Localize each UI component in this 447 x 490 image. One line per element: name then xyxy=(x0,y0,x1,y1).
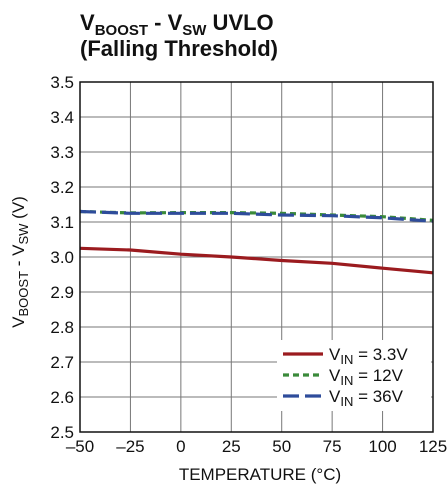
y-tick-label: 3.2 xyxy=(50,178,74,197)
chart-title-line1: VBOOST - VSW UVLO xyxy=(80,10,274,39)
legend-label-1: VIN = 3.3V xyxy=(329,345,408,367)
x-tick-label: 75 xyxy=(323,437,342,456)
y-tick-label: 2.6 xyxy=(50,388,74,407)
x-tick-label: 100 xyxy=(368,437,396,456)
x-tick-labels: –50 –25 0 25 50 75 100 125 xyxy=(66,437,447,456)
series-line-3 xyxy=(79,209,434,223)
y-tick-label: 3.1 xyxy=(50,213,74,232)
x-axis-label: TEMPERATURE (°C) xyxy=(179,465,341,484)
y-axis-label: VBOOST - VSW (V) xyxy=(9,196,31,328)
plot-frame xyxy=(79,81,434,433)
y-tick-label: 2.5 xyxy=(50,423,74,442)
y-tick-label: 3.4 xyxy=(50,108,74,127)
grid xyxy=(79,81,434,433)
series-line-1 xyxy=(79,246,434,275)
x-tick-label: –50 xyxy=(66,437,94,456)
y-tick-label: 2.9 xyxy=(50,283,74,302)
y-tick-label: 3.3 xyxy=(50,143,74,162)
legend-background xyxy=(277,340,431,411)
x-tick-label: 0 xyxy=(176,437,185,456)
series-layer xyxy=(79,209,434,275)
legend-label-3: VIN = 36V xyxy=(329,387,404,409)
y-tick-label: 2.8 xyxy=(50,318,74,337)
chart-title-line2: (Falling Threshold) xyxy=(80,36,278,61)
y-tick-label: 3.5 xyxy=(50,73,74,92)
x-tick-label: 50 xyxy=(272,437,291,456)
y-tick-labels: 2.5 2.6 2.7 2.8 2.9 3.0 3.1 3.2 3.3 3.4 3.5 xyxy=(50,73,74,442)
x-tick-label: 25 xyxy=(222,437,241,456)
x-tick-label: 125 xyxy=(419,437,447,456)
y-tick-label: 2.7 xyxy=(50,353,74,372)
legend-label-2: VIN = 12V xyxy=(329,366,404,388)
x-tick-label: –25 xyxy=(116,437,144,456)
y-tick-label: 3.0 xyxy=(50,248,74,267)
